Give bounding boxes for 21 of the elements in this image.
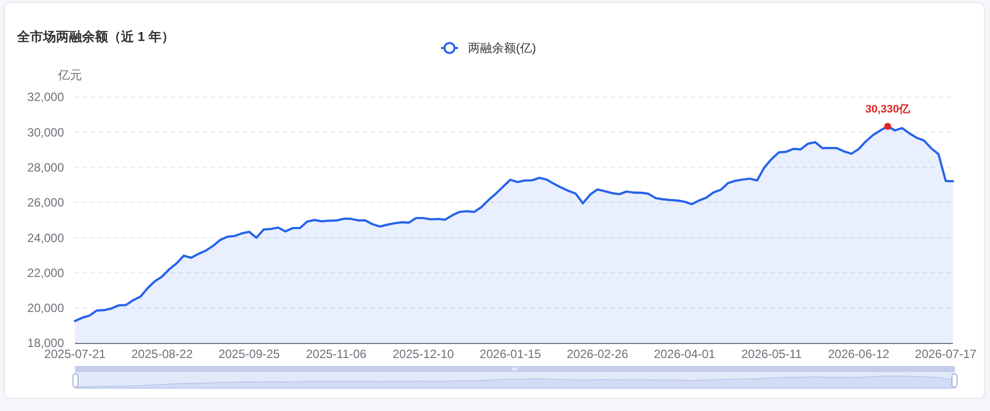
x-tick-label: 2026-05-11 [741,347,802,361]
annotation: 30,330亿 [865,103,912,116]
x-tick-label: 2025-11-06 [306,347,367,361]
y-tick-label: 28,000 [27,160,64,174]
y-tick-label: 24,000 [27,230,64,245]
y-tick-label: 26,000 [27,196,64,210]
x-tick-label: 2026-07-17 [915,347,977,361]
y-axis-title: 亿元 [57,68,82,82]
y-tick-label: 20,000 [27,301,64,316]
legend-label: 两融余额(亿) [468,41,536,56]
x-tick-label: 2026-02-26 [566,347,628,361]
y-tick-label: 32,000 [27,90,64,104]
x-tick-label: 2026-01-15 [480,347,542,361]
chart-title: 全市场两融余额（近 1 年） [16,29,174,44]
x-tick-label: 2026-04-01 [654,347,716,361]
x-tick-label: 2026-06-12 [828,347,890,361]
y-tick-label: 22,000 [27,266,64,280]
x-tick-label: 2025-12-10 [392,347,454,361]
x-tick-label: 2025-08-22 [131,347,194,361]
y-tick-label: 30,000 [27,125,64,140]
x-tick-label: 2025-09-25 [218,347,280,361]
